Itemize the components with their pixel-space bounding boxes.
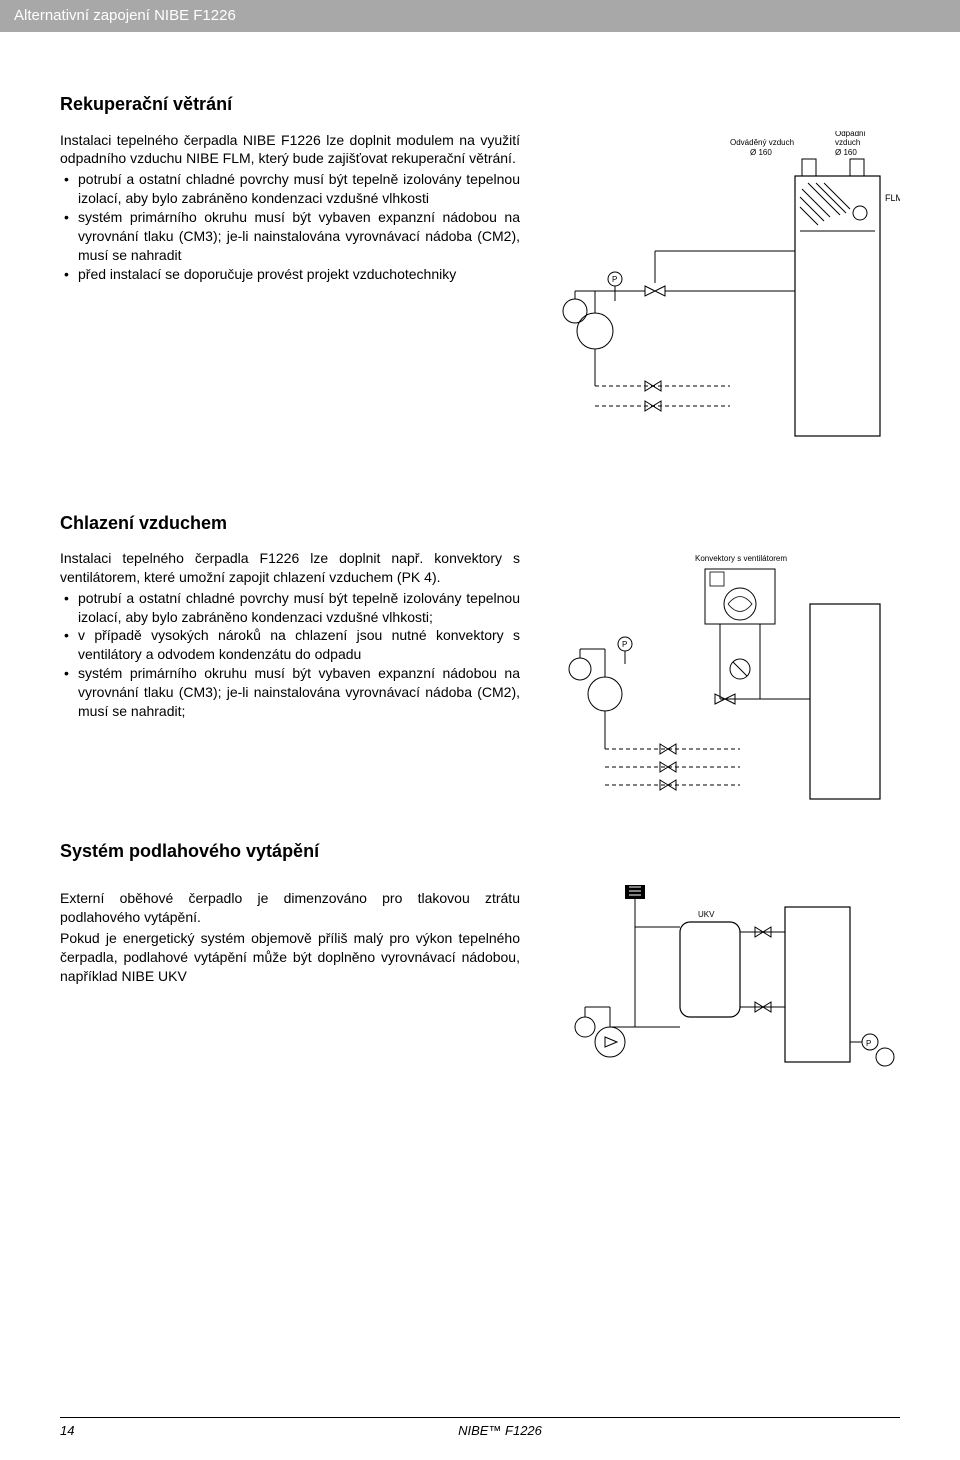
fig1-airin-l1: Odpadní: [835, 131, 866, 138]
fig2-p: P: [622, 640, 627, 649]
section1-figure: Odváděný vzduch Ø 160 Odpadní vzduch Ø 1…: [550, 131, 900, 451]
section3-text: Externí oběhové čerpadlo je dimenzováno …: [60, 889, 520, 1077]
section1-bullet: před instalací se doporučuje provést pro…: [60, 265, 520, 284]
section2-bullet: systém primárního okruhu musí být vybave…: [60, 664, 520, 721]
section2-figure: Konvektory s ventilátorem: [550, 549, 900, 809]
header-bar: Alternativní zapojení NIBE F1226: [0, 0, 960, 32]
section1-list: potrubí a ostatní chladné povrchy musí b…: [60, 170, 520, 283]
fig1-airin-l3: Ø 160: [835, 148, 857, 157]
fig2-fanlabel: Konvektory s ventilátorem: [695, 554, 787, 563]
section2-list: potrubí a ostatní chladné povrchy musí b…: [60, 589, 520, 721]
page-number: 14: [60, 1422, 100, 1440]
section2: Chlazení vzduchem Instalaci tepelného če…: [60, 511, 900, 809]
section1-bullet: systém primárního okruhu musí být vybave…: [60, 208, 520, 265]
footer-brand: NIBE™ F1226: [100, 1422, 900, 1440]
fig3-p: P: [866, 1039, 871, 1048]
page-content: Rekuperační větrání Instalaci tepelného …: [0, 92, 960, 1077]
fig1-airout-l1: Odváděný vzduch: [730, 138, 794, 147]
section2-bullet: v případě vysokých nároků na chlazení js…: [60, 626, 520, 664]
fig1-flm: FLM: [885, 193, 900, 203]
section1-intro: Instalaci tepelného čerpadla NIBE F1226 …: [60, 131, 520, 169]
section3-title: Systém podlahového vytápění: [60, 839, 900, 863]
section1-bullet: potrubí a ostatní chladné povrchy musí b…: [60, 170, 520, 208]
section2-bullet: potrubí a ostatní chladné povrchy musí b…: [60, 589, 520, 627]
page-footer: 14 NIBE™ F1226: [60, 1417, 900, 1440]
section2-title: Chlazení vzduchem: [60, 511, 900, 535]
fig3-tank: UKV: [698, 910, 715, 919]
fig1-airout-l2: Ø 160: [750, 148, 772, 157]
section3-figure: UKV: [550, 877, 900, 1077]
section1-title: Rekuperační větrání: [60, 92, 900, 116]
section2-intro: Instalaci tepelného čerpadla F1226 lze d…: [60, 549, 520, 587]
section2-body: Instalaci tepelného čerpadla F1226 lze d…: [60, 549, 900, 809]
section1-body: Instalaci tepelného čerpadla NIBE F1226 …: [60, 131, 900, 451]
section3-p2: Pokud je energetický systém objemově pří…: [60, 929, 520, 986]
section3-body: Externí oběhové čerpadlo je dimenzováno …: [60, 877, 900, 1077]
section3: Systém podlahového vytápění Externí oběh…: [60, 839, 900, 1077]
header-title: Alternativní zapojení NIBE F1226: [14, 7, 236, 24]
fig1-airin-l2: vzduch: [835, 138, 860, 147]
section2-text: Instalaci tepelného čerpadla F1226 lze d…: [60, 549, 520, 809]
section3-p1: Externí oběhové čerpadlo je dimenzováno …: [60, 889, 520, 927]
section1-text: Instalaci tepelného čerpadla NIBE F1226 …: [60, 131, 520, 451]
fig1-p: P: [612, 275, 617, 284]
